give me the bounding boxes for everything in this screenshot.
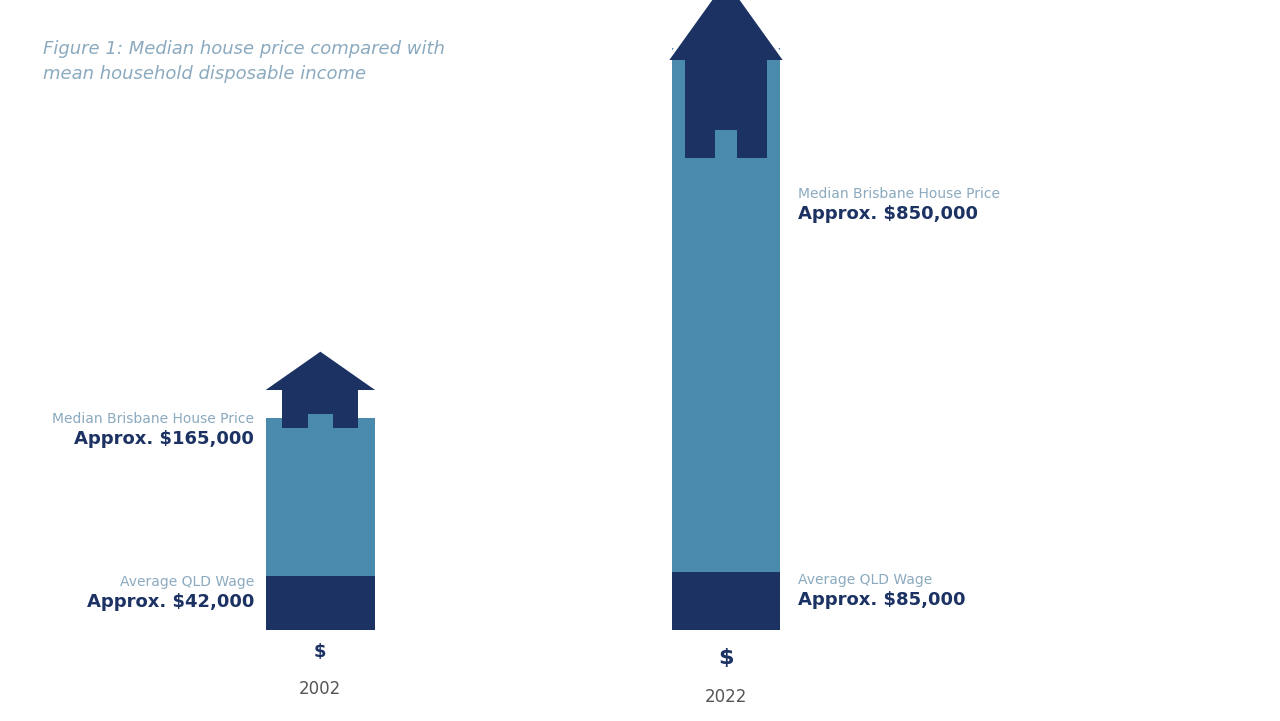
Text: Approx. $850,000: Approx. $850,000	[799, 205, 978, 223]
Bar	[266, 576, 375, 630]
Polygon shape	[667, 0, 785, 60]
Polygon shape	[264, 350, 378, 390]
Text: Approx. $42,000: Approx. $42,000	[87, 593, 253, 611]
Bar	[714, 130, 737, 158]
Text: Median Brisbane House Price: Median Brisbane House Price	[799, 187, 1000, 201]
Text: 2002: 2002	[300, 680, 342, 698]
Text: $: $	[314, 643, 326, 661]
Bar	[266, 418, 375, 630]
Text: Approx. $165,000: Approx. $165,000	[74, 430, 253, 448]
Text: Approx. $85,000: Approx. $85,000	[799, 591, 965, 609]
Bar	[283, 390, 358, 428]
Text: $: $	[718, 648, 733, 668]
Bar	[308, 414, 333, 428]
Text: Median Brisbane House Price: Median Brisbane House Price	[52, 412, 253, 426]
Bar	[672, 572, 781, 630]
Bar	[672, 48, 781, 630]
Text: Average QLD Wage: Average QLD Wage	[799, 573, 932, 587]
Text: 2022: 2022	[705, 688, 748, 706]
Text: Figure 1: Median house price compared with
mean household disposable income: Figure 1: Median house price compared wi…	[44, 40, 445, 83]
Bar	[685, 58, 767, 158]
Text: Average QLD Wage: Average QLD Wage	[120, 575, 253, 589]
